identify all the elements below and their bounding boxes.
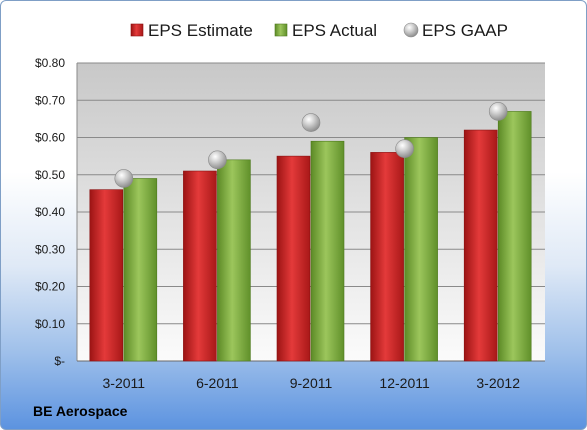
y-tick-label: $0.20: [35, 280, 65, 294]
legend-label-eps-estimate: EPS Estimate: [148, 21, 253, 40]
x-tick-label: 12-2011: [379, 375, 430, 391]
y-tick-label: $0.60: [35, 131, 65, 145]
legend-swatch-eps-gaap: [403, 22, 419, 38]
bar-eps-actual: [404, 137, 438, 362]
y-tick-label: $0.40: [35, 205, 65, 219]
marker-eps-gaap: [488, 102, 508, 121]
x-tick-label: 3-2011: [103, 375, 146, 391]
y-tick-label: $0.80: [35, 56, 65, 70]
y-tick-label: $-: [54, 354, 65, 368]
bar-eps-actual: [123, 178, 158, 362]
bar-eps-actual: [497, 111, 532, 362]
y-tick-label: $0.10: [35, 317, 65, 331]
bar-eps-estimate: [183, 170, 217, 362]
bar-eps-estimate: [463, 129, 498, 362]
legend-label-eps-actual: EPS Actual: [292, 21, 377, 40]
bar-eps-estimate: [370, 152, 404, 362]
legend-label-eps-gaap: EPS GAAP: [422, 21, 508, 40]
bar-eps-actual: [310, 140, 345, 362]
company-name: BE Aerospace: [33, 403, 128, 419]
bar-eps-estimate: [89, 189, 124, 362]
x-tick-label: 3-2012: [476, 375, 520, 391]
legend-swatch-eps-estimate: [130, 23, 144, 37]
marker-eps-gaap: [301, 113, 321, 132]
marker-eps-gaap: [208, 150, 227, 170]
y-tick-label: $0.70: [35, 93, 65, 107]
bar-eps-actual: [217, 159, 251, 362]
legend-swatch-eps-actual: [274, 23, 288, 37]
bar-eps-estimate: [276, 155, 311, 362]
x-tick-label: 6-2011: [196, 375, 239, 391]
y-tick-label: $0.50: [35, 168, 65, 182]
y-tick-label: $0.30: [35, 242, 65, 256]
x-tick-label: 9-2011: [290, 375, 333, 391]
marker-eps-gaap: [395, 139, 414, 158]
marker-eps-gaap: [114, 169, 134, 188]
